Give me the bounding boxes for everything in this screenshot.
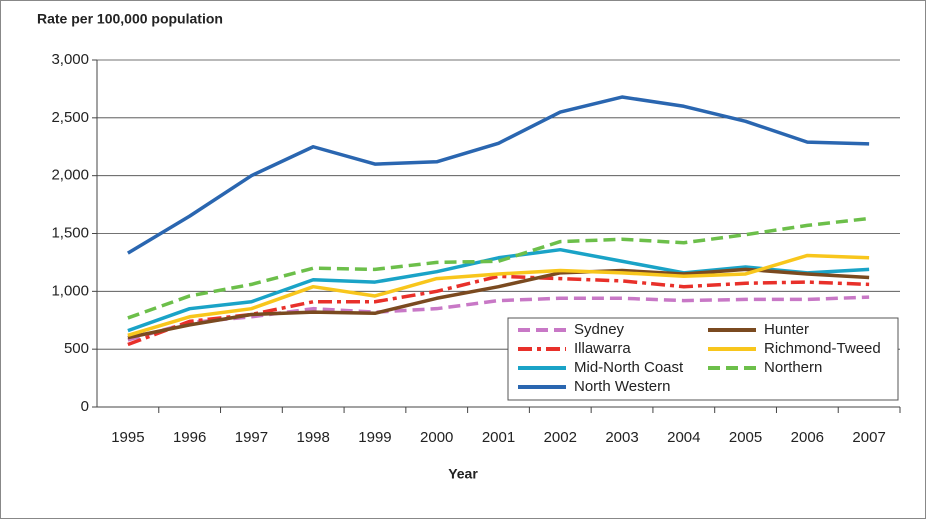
x-tick-label: 2002 [544, 429, 577, 446]
legend-label: Illawarra [574, 340, 631, 357]
y-tick-label: 2,500 [51, 109, 89, 126]
series-line [127, 247, 870, 333]
x-tick-label: 2003 [605, 429, 638, 446]
x-tick-label: 2007 [852, 429, 885, 446]
x-tick-label: 1999 [358, 429, 391, 446]
x-tick-label: 1996 [173, 429, 206, 446]
legend-label: Sydney [574, 321, 625, 338]
series-line [127, 274, 870, 347]
y-tick-label: 2,000 [51, 167, 89, 184]
x-tick-label: 1995 [111, 429, 144, 446]
series-line [127, 295, 870, 342]
legend-label: Mid-North Coast [574, 359, 684, 376]
x-tick-label: 2005 [729, 429, 762, 446]
legend-label: Northern [764, 359, 822, 376]
series-line [127, 267, 870, 340]
y-tick-label: 0 [81, 398, 89, 415]
x-tick-label: 2001 [482, 429, 515, 446]
legend-box [507, 317, 899, 401]
series-line [127, 216, 870, 320]
x-tick-label: 1998 [297, 429, 330, 446]
x-tick-label: 2000 [420, 429, 453, 446]
y-tick-label: 1,500 [51, 224, 89, 241]
y-tick-label: 3,000 [51, 51, 89, 68]
legend-label: North Western [574, 378, 670, 395]
y-tick-label: 1,000 [51, 282, 89, 299]
legend-label: Richmond-Tweed [764, 340, 881, 357]
x-tick-label: 2006 [791, 429, 824, 446]
x-axis-label: Year [448, 466, 478, 482]
x-tick-label: 1997 [235, 429, 268, 446]
y-axis-label: Rate per 100,000 population [37, 11, 223, 27]
series-line [127, 253, 870, 337]
x-tick-label: 2004 [667, 429, 700, 446]
series-line [126, 95, 870, 255]
y-tick-label: 500 [64, 340, 89, 357]
legend-label: Hunter [764, 321, 809, 338]
